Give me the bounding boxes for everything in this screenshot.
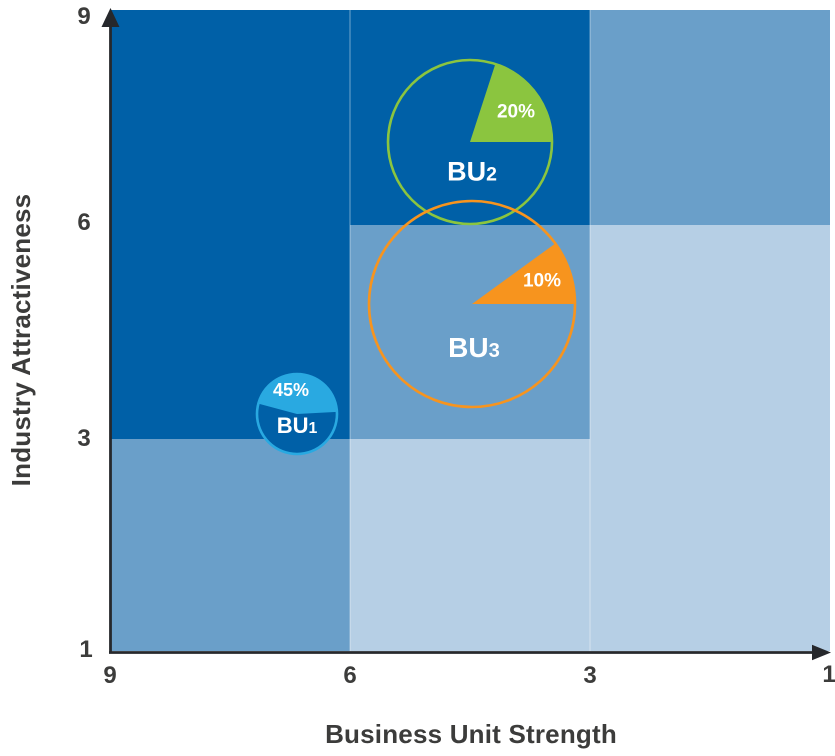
x-tick-9: 9 — [103, 662, 117, 689]
matrix-cell-r3c3 — [590, 439, 830, 651]
matrix-cell-r2c3 — [590, 225, 830, 439]
y-axis-title: Industry Attractiveness — [6, 193, 36, 487]
cell-divider-vertical-2 — [589, 10, 591, 651]
bu2-name-digit: 2 — [486, 163, 497, 186]
x-tick-1: 1 — [822, 661, 835, 688]
y-tick-9: 9 — [77, 3, 91, 30]
bu1-share-label: 45% — [272, 380, 310, 400]
y-tick-6: 6 — [77, 209, 91, 236]
matrix-cell-r3c1 — [111, 439, 350, 651]
matrix-cell-r1c2 — [350, 10, 590, 225]
cell-divider-vertical-1 — [349, 10, 351, 651]
bu2-name-prefix: BU — [447, 156, 487, 187]
bu3-name-digit: 3 — [488, 340, 500, 362]
x-tick-3: 3 — [583, 662, 597, 689]
bu2-share-label: 20% — [496, 101, 536, 123]
matrix-cell-r2c1 — [111, 225, 350, 439]
bu3-name-prefix: BU — [448, 332, 489, 363]
bu1-name-label: BU1 — [277, 415, 318, 437]
bu1-name-digit: 1 — [308, 420, 318, 437]
y-tick-3: 3 — [77, 425, 91, 452]
matrix-cell-r1c3 — [590, 10, 830, 225]
matrix-cell-r3c2 — [350, 439, 590, 651]
y-tick-1: 1 — [79, 636, 93, 663]
bu3-share-label: 10% — [522, 270, 562, 292]
bu3-name-label: BU3 — [448, 334, 500, 362]
x-tick-6: 6 — [343, 662, 357, 689]
matrix-cell-r1c1 — [111, 10, 350, 225]
bu1-name-prefix: BU — [276, 413, 309, 438]
bu2-name-label: BU2 — [447, 156, 497, 187]
x-axis-title: Business Unit Strength — [325, 719, 617, 749]
